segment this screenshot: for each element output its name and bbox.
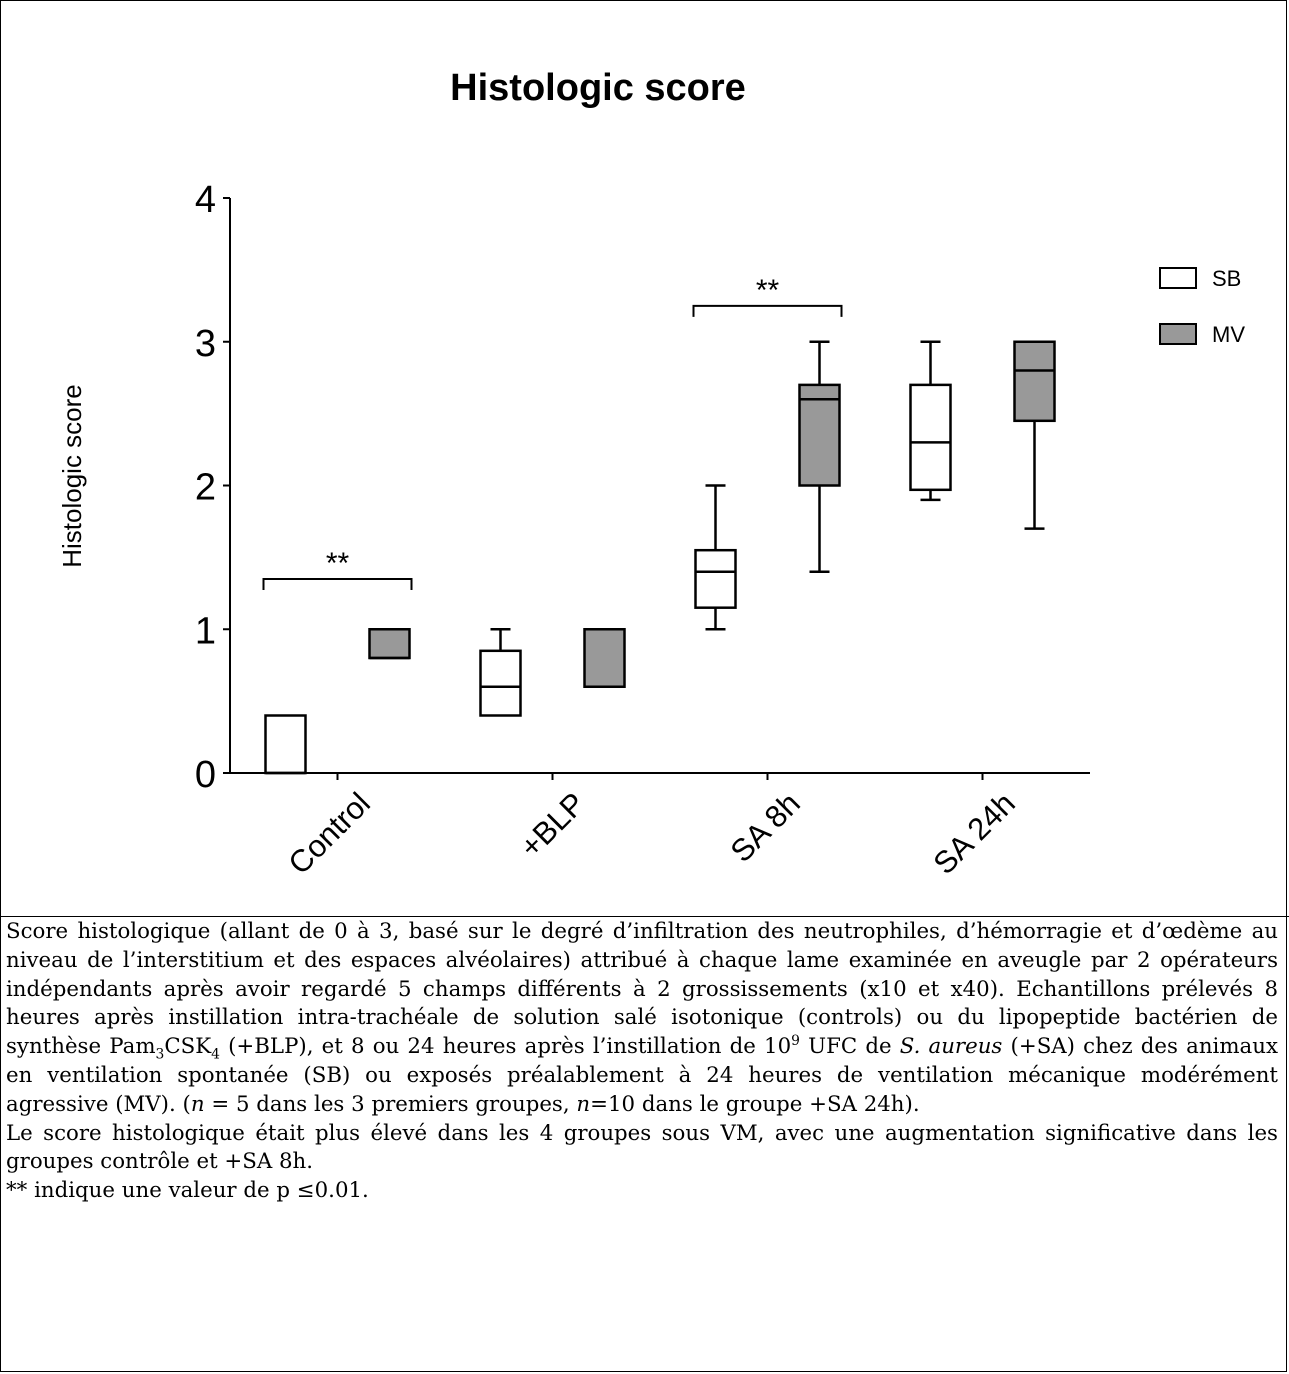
box-rect	[909, 383, 952, 492]
legend: SB MV	[1159, 266, 1245, 347]
caption-segment: n	[190, 1091, 205, 1117]
bracket-line	[692, 304, 843, 317]
legend-label: SB	[1212, 266, 1241, 291]
box-rect	[583, 628, 626, 688]
x-tick-label: SA 8h	[724, 786, 807, 869]
box-rect	[479, 649, 522, 717]
caption-segment: =10 dans le groupe +SA 24h).	[590, 1091, 920, 1117]
caption-divider	[0, 916, 1289, 917]
box-rect	[368, 628, 411, 660]
chart-marks: ** **	[262, 274, 1056, 775]
caption-segment: CSK	[164, 1034, 212, 1060]
caption-segment: (+BLP), et 8 ou 24 heures après l’instil…	[219, 1034, 792, 1060]
y-tick-label: 2	[195, 467, 216, 509]
chart-title: Histologic score	[450, 67, 746, 109]
caption-segment: n	[576, 1091, 591, 1117]
box-plot-chart: Histologic score Histologic score 0 1 2 3 4 C…	[57, 67, 1245, 881]
significance-bracket: **	[692, 274, 843, 317]
box-sb-1	[479, 628, 522, 717]
caption-segment: 4	[211, 1046, 220, 1063]
figure-caption: Score histologique (allant de 0 à 3, bas…	[6, 918, 1278, 1206]
caption-segment: 3	[155, 1046, 165, 1063]
x-tick-label: Control	[281, 786, 376, 881]
bracket-line	[262, 577, 413, 590]
significance-label: **	[756, 274, 780, 307]
axes: 0 1 2 3 4 Control +BLP SA 8h SA 24h	[195, 179, 1090, 881]
box-rect	[1013, 340, 1056, 423]
caption-segment: = 5 dans les 3 premiers groupes,	[204, 1091, 577, 1117]
caption-segment: UFC de	[799, 1034, 900, 1060]
legend-label: MV	[1212, 322, 1245, 347]
x-tick-label: SA 24h	[926, 786, 1021, 881]
box-mv-3	[1013, 340, 1056, 530]
box-mv-0	[368, 628, 411, 660]
caption-paragraph-3: ** indique une valeur de p ≤0.01.	[6, 1178, 369, 1204]
box-rect	[798, 383, 841, 487]
significance-bracket: **	[262, 547, 413, 590]
y-tick-label: 3	[195, 323, 216, 365]
caption-paragraph-1: Score histologique (allant de 0 à 3, bas…	[6, 918, 1278, 1120]
box-rect	[694, 548, 737, 609]
y-axis-label: Histologic score	[57, 384, 87, 568]
y-tick-label: 0	[195, 754, 216, 796]
legend-swatch-mv	[1159, 323, 1197, 345]
box-mv-1	[583, 628, 626, 688]
caption-segment: S. aureus	[899, 1034, 1003, 1060]
box-sb-3	[909, 340, 952, 502]
caption-paragraph-2: Le score histologique était plus élevé d…	[6, 1120, 1278, 1175]
x-tick-label: +BLP	[513, 786, 592, 865]
y-tick-label: 4	[195, 179, 216, 221]
caption-segment: Score histologique (allant de 0 à 3, bas…	[6, 919, 1278, 1060]
box-rect	[264, 714, 307, 775]
box-sb-0	[264, 714, 307, 775]
y-tick-label: 1	[195, 610, 216, 652]
caption-segment: 9	[791, 1033, 800, 1050]
significance-label: **	[326, 547, 350, 580]
caption-segment: (+SA) chez des animaux en ventilation sp…	[6, 1034, 1278, 1117]
box-mv-2	[798, 340, 841, 573]
box-sb-2	[694, 484, 737, 631]
legend-swatch-sb	[1159, 267, 1197, 289]
